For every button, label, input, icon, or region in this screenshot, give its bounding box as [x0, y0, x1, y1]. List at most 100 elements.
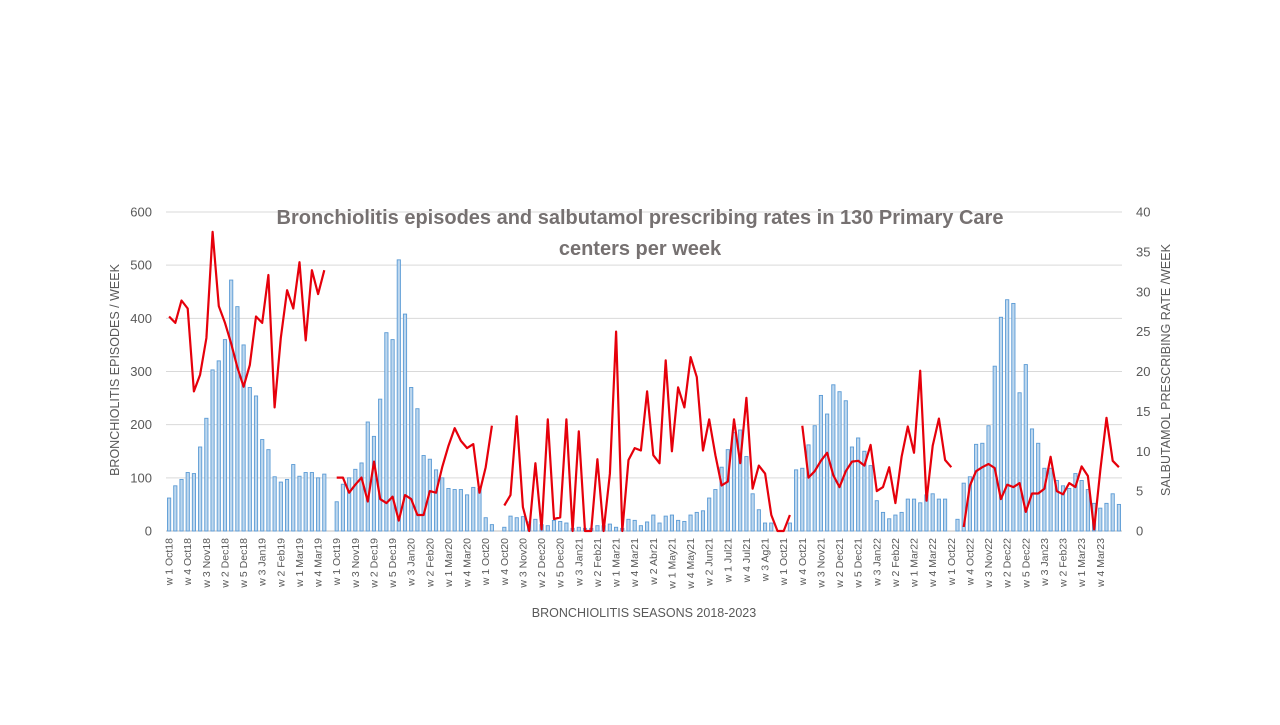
- bar: [669, 514, 674, 532]
- bar: [520, 516, 526, 532]
- chart-title-line2: centers per week: [559, 238, 722, 260]
- bar: [998, 316, 1004, 532]
- bar: [862, 450, 867, 532]
- bar: [961, 482, 966, 532]
- bar: [887, 518, 892, 532]
- y-tick-label-left: 0: [145, 524, 152, 539]
- x-tick-label: w 4 Mar23: [1095, 538, 1107, 588]
- x-tick-label: w 2 Dec19: [369, 538, 381, 589]
- x-tick-label: w 1 Oct18: [164, 538, 176, 586]
- bar: [483, 517, 488, 532]
- bar: [222, 339, 228, 532]
- bar: [309, 472, 314, 532]
- bar: [1029, 428, 1035, 532]
- x-tick-label: w 1 Mar22: [909, 538, 921, 588]
- x-tick-label: w 5 Dec20: [555, 538, 567, 589]
- x-tick-label: w 2 Feb22: [890, 538, 902, 588]
- bar: [911, 498, 917, 532]
- bar: [825, 413, 830, 532]
- x-tick-label: w 4 Oct21: [797, 538, 809, 586]
- x-tick-label: w 2 Jun21: [704, 538, 716, 587]
- bar: [1073, 473, 1078, 532]
- bar: [1098, 507, 1103, 532]
- x-tick-label: w 2 Feb21: [592, 538, 604, 588]
- y-tick-label-right: 25: [1136, 324, 1150, 339]
- x-tick-label: w 4 Mar22: [927, 538, 939, 588]
- bar: [713, 489, 718, 532]
- bar: [856, 437, 861, 532]
- y-tick-label-right: 10: [1136, 444, 1150, 459]
- bar: [1017, 392, 1022, 532]
- bar: [974, 443, 979, 532]
- bar: [880, 511, 886, 532]
- x-tick-label: w 4 May21: [685, 538, 697, 590]
- bar: [340, 483, 345, 532]
- y-tick-label-left: 300: [130, 364, 152, 379]
- x-tick-label: w 4 Mar21: [629, 538, 641, 588]
- bar: [465, 494, 470, 532]
- bar: [651, 514, 656, 532]
- y-tick-label-left: 200: [130, 417, 152, 432]
- bar: [179, 478, 184, 532]
- bar: [787, 522, 792, 532]
- line-segment: [336, 425, 493, 522]
- bar: [508, 515, 513, 532]
- x-tick-label: w 5 Dec21: [853, 538, 865, 589]
- bar: [626, 518, 631, 532]
- bar: [1104, 502, 1109, 532]
- bar: [1054, 480, 1059, 532]
- x-tick-label: w 1 Oct20: [480, 538, 492, 586]
- y-tick-label-right: 35: [1136, 244, 1150, 259]
- x-tick-label: w 2 Feb19: [275, 538, 287, 588]
- bar: [446, 488, 451, 532]
- y-tick-label-left: 400: [130, 311, 152, 326]
- bar: [260, 439, 265, 532]
- bar: [1023, 364, 1028, 532]
- x-tick-label: w 2 Feb23: [1058, 538, 1070, 588]
- bar: [1110, 493, 1115, 532]
- y-tick-label-right: 20: [1136, 364, 1150, 379]
- bar: [905, 498, 910, 532]
- bar: [843, 400, 848, 532]
- x-tick-label: w 3 Jan22: [871, 538, 883, 587]
- x-tick-label: w 3 Ag21: [760, 538, 772, 582]
- x-tick-label: w 1 Oct19: [331, 538, 343, 586]
- x-tick-label: w 3 Jan23: [1039, 538, 1051, 587]
- x-tick-label: w 3 Nov21: [815, 538, 827, 589]
- bar: [303, 472, 308, 532]
- bar: [334, 501, 339, 532]
- bar: [440, 477, 445, 532]
- bar: [955, 518, 960, 532]
- x-tick-label: w 4 Mar19: [313, 538, 325, 588]
- bar: [235, 306, 240, 532]
- bar: [489, 524, 494, 532]
- bar: [943, 498, 948, 532]
- bar: [738, 429, 743, 532]
- x-tick-label: w 1 Mar19: [294, 538, 306, 588]
- bar: [638, 525, 643, 532]
- bar: [725, 449, 730, 532]
- x-tick-label: w 2 Dec18: [220, 538, 232, 589]
- bar: [316, 477, 321, 532]
- x-tick-label: w 2 Dec22: [1002, 538, 1014, 589]
- y-axis-label-right: SALBUTAMOL PRESCRIBING RATE /WEEK: [1159, 243, 1173, 496]
- bar: [744, 456, 749, 532]
- bar: [980, 442, 985, 532]
- x-tick-label: w 3 Nov18: [201, 538, 213, 589]
- bar: [409, 387, 414, 532]
- bar: [502, 526, 507, 532]
- line-segment: [168, 230, 326, 409]
- bar: [607, 523, 612, 532]
- bar: [1005, 299, 1010, 532]
- x-tick-label: w 1 Jul21: [722, 538, 734, 584]
- bar: [322, 473, 327, 532]
- x-tick-label: w 5 Dec19: [387, 538, 399, 589]
- y-tick-label-right: 15: [1136, 404, 1150, 419]
- bar: [551, 519, 557, 532]
- bar: [595, 525, 600, 532]
- line-segment: [962, 416, 1120, 531]
- x-tick-label: w 1 Oct22: [946, 538, 958, 586]
- bar: [247, 387, 252, 532]
- tick-labels: 0 100 200 300 400 500 600 0 5 10 15 20 25 30 35 40 w 1 O…: [130, 205, 1150, 590]
